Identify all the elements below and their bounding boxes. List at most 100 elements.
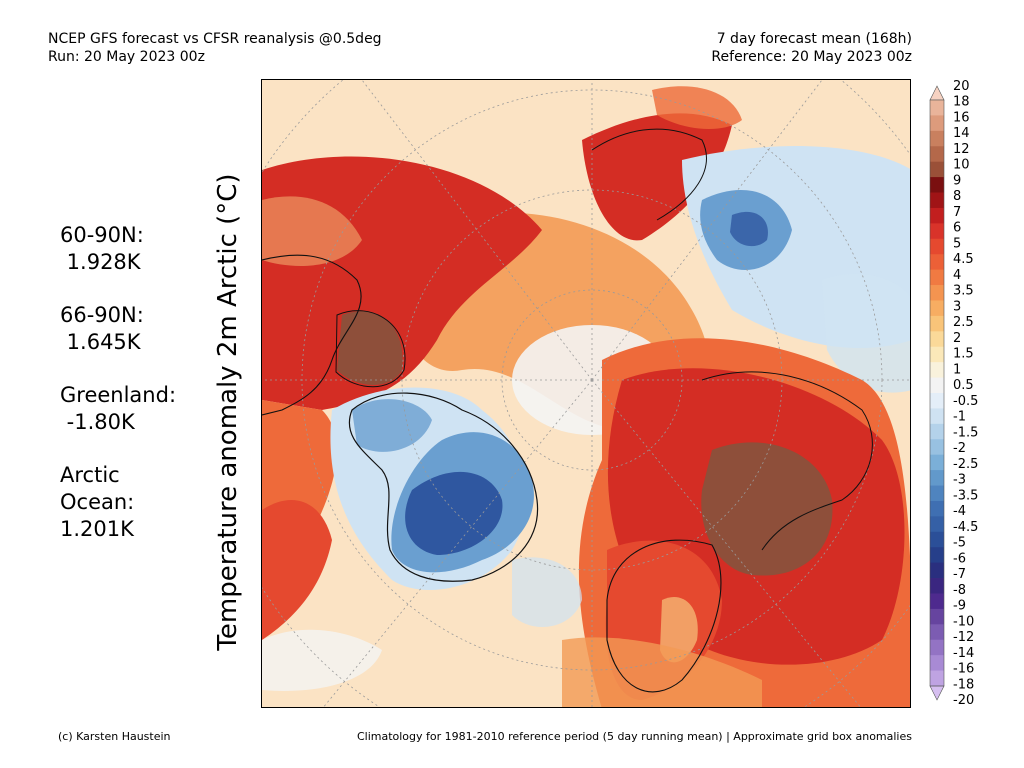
colorbar-segment <box>930 362 944 378</box>
colorbar-tick-label: -5 <box>953 536 966 551</box>
colorbar-segment <box>930 624 944 641</box>
colorbar-segment <box>930 315 944 332</box>
alaska-warm-region <box>582 113 732 241</box>
colorbar-tick-label: -8 <box>953 583 966 598</box>
axis-label: Temperature anomaly 2m Arctic (°C) <box>213 173 243 651</box>
hudson-bay-coastline <box>335 310 406 388</box>
credit: (c) Karsten Haustein <box>58 730 171 743</box>
colorbar-segment <box>930 177 944 193</box>
colorbar-segment <box>930 485 944 502</box>
colorbar-segment <box>930 115 944 132</box>
canada-coastline <box>262 254 362 416</box>
graticule-meridian <box>591 379 861 707</box>
colorbar-segment <box>930 223 944 240</box>
colorbar-tick-label: 9 <box>953 173 961 188</box>
baltic-light-warm <box>660 596 698 663</box>
colorbar-tick-label: -16 <box>953 662 974 677</box>
colorbar-tick-label: -1 <box>953 410 966 425</box>
colorbar-tick-label: 4.5 <box>953 252 974 267</box>
colorbar-tick-label: 10 <box>953 158 970 173</box>
colorbar-tick-label: -3.5 <box>953 488 978 503</box>
colorbar-tick-label: 5 <box>953 236 961 251</box>
run-time: Run: 20 May 2023 00z <box>48 49 205 65</box>
colorbar-segment <box>930 285 944 301</box>
colorbar-segment <box>930 300 944 317</box>
stat-value: 1.201K <box>60 517 134 541</box>
western-siberia-extreme <box>701 442 833 576</box>
colorbar-segment <box>930 655 944 671</box>
colorbar-segment <box>930 269 944 286</box>
colorbar-tick-label: -4.5 <box>953 520 978 535</box>
stat-arctic-ocean: Arctic Ocean: 1.201K <box>60 462 176 543</box>
colorbar-segment <box>930 130 944 147</box>
colorbar-tick-label: -12 <box>953 630 974 645</box>
colorbar-segment <box>930 146 944 163</box>
colorbar-graphic: 201816141210987654.543.532.521.510.5-0.5… <box>929 79 978 708</box>
colorbar-min-arrow <box>929 685 945 701</box>
colorbar-tick-label: 14 <box>953 126 970 141</box>
colorbar-tick-label: 1.5 <box>953 347 974 362</box>
reference-time: Reference: 20 May 2023 00z <box>711 49 912 65</box>
colorbar-tick-label: 2 <box>953 331 961 346</box>
colorbar-tick-label: -9 <box>953 599 966 614</box>
colorbar-tick-label: -4 <box>953 504 966 519</box>
colorbar-tick-label: 8 <box>953 189 961 204</box>
colorbar-segment <box>930 254 944 271</box>
colorbar-tick-label: -2.5 <box>953 457 978 472</box>
colorbar-tick-label: -7 <box>953 567 966 582</box>
colorbar-segment <box>930 331 944 348</box>
graticule-meridian <box>591 80 823 381</box>
stat-region: Arctic <box>60 463 120 487</box>
colorbar-tick-label: 16 <box>953 110 970 125</box>
colorbar-tick-label: -6 <box>953 551 966 566</box>
colorbar-segment <box>930 516 944 533</box>
europe-warm-light <box>562 637 762 707</box>
graticule-meridian <box>323 379 593 707</box>
model-title: NCEP GFS forecast vs CFSR reanalysis @0.… <box>48 31 382 47</box>
east-siberia-cold-spot <box>730 211 768 247</box>
colorbar-segment <box>930 531 944 548</box>
hudson-extreme-patch <box>337 311 403 385</box>
colorbar-tick-label: 6 <box>953 221 961 236</box>
far-east-cold-region <box>822 273 910 393</box>
map-canvas <box>262 80 910 707</box>
colorbar-tick-label: -2 <box>953 441 966 456</box>
colorbar-segment <box>930 192 944 209</box>
stat-region: 66-90N: <box>60 303 144 327</box>
colorbar-tick-label: 12 <box>953 142 970 157</box>
region-stats: 60-90N: 1.928K 66-90N: 1.645K Greenland:… <box>60 222 176 569</box>
colorbar-segment <box>930 670 944 687</box>
colorbar-segment <box>930 608 944 625</box>
colorbar-segment <box>930 238 944 255</box>
colorbar-tick-label: 7 <box>953 205 961 220</box>
colorbar-segment <box>930 639 944 656</box>
colorbar-tick-label: 2.5 <box>953 315 974 330</box>
colorbar-tick-label: 3.5 <box>953 284 974 299</box>
colorbar-tick-label: 4 <box>953 268 961 283</box>
colorbar-tick-label: -14 <box>953 646 974 661</box>
stat-region-cont: Ocean: <box>60 490 135 514</box>
colorbar-tick-label: -0.5 <box>953 394 978 409</box>
colorbar-frame <box>929 99 945 687</box>
colorbar-tick-label: -1.5 <box>953 425 978 440</box>
colorbar-segment <box>930 500 944 517</box>
colorbar-segment <box>930 547 944 564</box>
colorbar-segment <box>930 562 944 579</box>
stat-region: 60-90N: <box>60 223 144 247</box>
colorbar-tick-label: -20 <box>953 693 974 708</box>
colorbar: 20 18 16 14 12 10 9 8 7 6 5 4.5 4 3.5 3 2.5 2 1.5 1 0.5 -0.5… <box>929 79 978 708</box>
ellesmere-cold <box>352 399 432 452</box>
stat-value: -1.80K <box>60 410 135 434</box>
colorbar-segment <box>930 439 944 456</box>
stat-60-90n: 60-90N: 1.928K <box>60 222 176 276</box>
colorbar-tick-label: -18 <box>953 677 974 692</box>
colorbar-tick-label: 3 <box>953 299 961 314</box>
colorbar-tick-label: 20 <box>953 79 970 94</box>
alaska-light-warm <box>262 196 362 266</box>
colorbar-segment <box>930 578 944 594</box>
forecast-period: 7 day forecast mean (168h) <box>716 31 912 47</box>
bering-warm-patch <box>652 86 742 130</box>
colorbar-segment <box>930 593 944 610</box>
header-right: 7 day forecast mean (168h) Reference: 20… <box>711 30 912 66</box>
siberia-coastline <box>701 371 873 551</box>
